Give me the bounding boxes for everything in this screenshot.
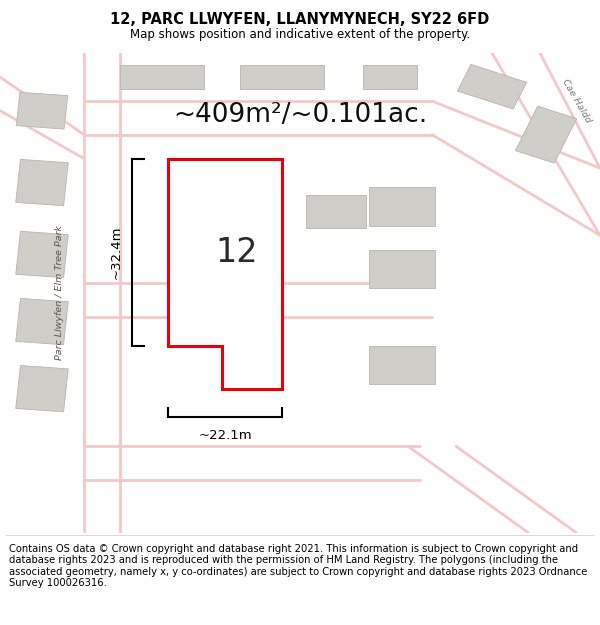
- Polygon shape: [16, 231, 68, 278]
- Text: Contains OS data © Crown copyright and database right 2021. This information is : Contains OS data © Crown copyright and d…: [9, 544, 587, 588]
- Text: Parc Llwyfen / Elm Tree Park: Parc Llwyfen / Elm Tree Park: [55, 225, 65, 360]
- Text: Map shows position and indicative extent of the property.: Map shows position and indicative extent…: [130, 28, 470, 41]
- Polygon shape: [515, 106, 577, 163]
- Text: 12: 12: [215, 236, 259, 269]
- Polygon shape: [457, 64, 527, 109]
- Polygon shape: [120, 65, 204, 89]
- Polygon shape: [369, 188, 435, 226]
- Polygon shape: [369, 249, 435, 288]
- Text: 12, PARC LLWYFEN, LLANYMYNECH, SY22 6FD: 12, PARC LLWYFEN, LLANYMYNECH, SY22 6FD: [110, 12, 490, 27]
- Polygon shape: [363, 65, 417, 89]
- Polygon shape: [16, 159, 68, 206]
- Text: Cae Haldd: Cae Haldd: [560, 78, 592, 124]
- Polygon shape: [16, 366, 68, 412]
- Polygon shape: [240, 65, 324, 89]
- Polygon shape: [16, 92, 68, 129]
- Text: ~32.4m: ~32.4m: [110, 226, 123, 279]
- Polygon shape: [306, 194, 366, 228]
- Polygon shape: [168, 159, 282, 389]
- Text: ~22.1m: ~22.1m: [198, 429, 252, 442]
- Polygon shape: [369, 346, 435, 384]
- Text: ~409m²/~0.101ac.: ~409m²/~0.101ac.: [173, 102, 427, 129]
- Polygon shape: [16, 298, 68, 345]
